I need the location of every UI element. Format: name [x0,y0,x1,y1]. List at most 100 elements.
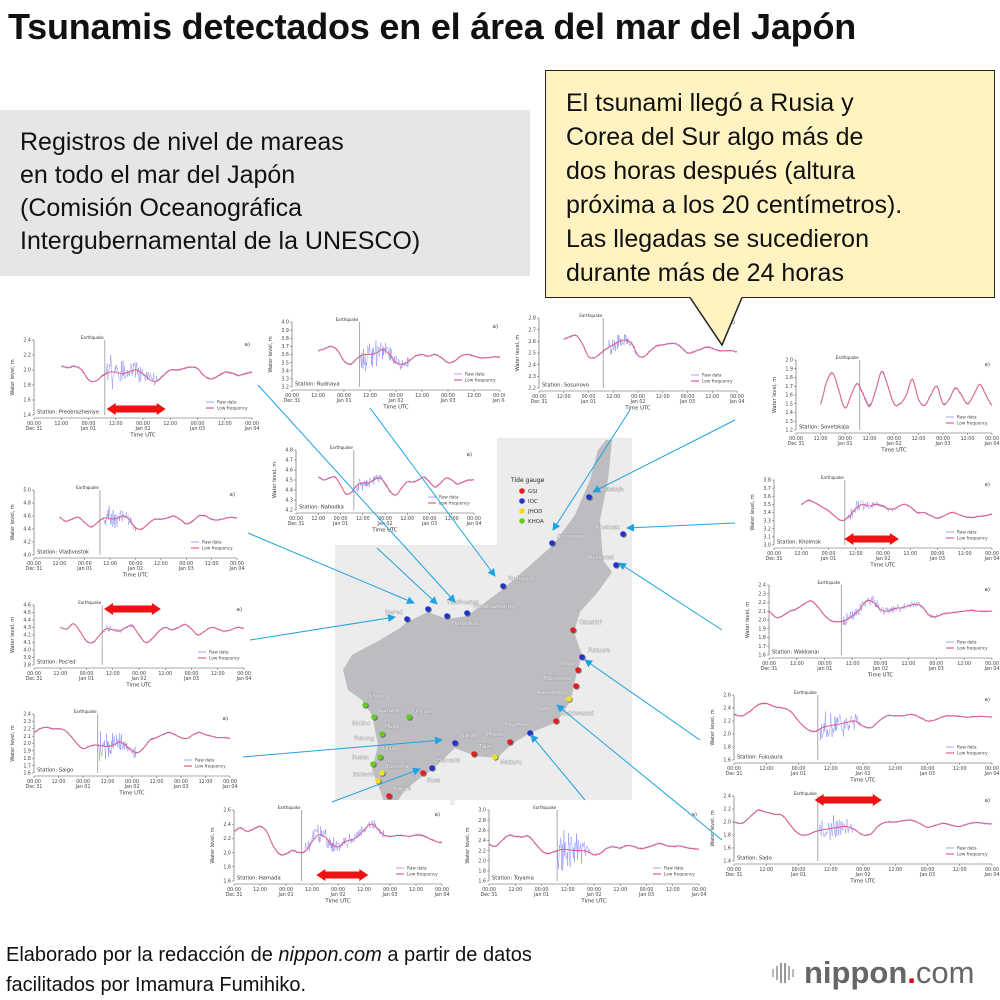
station-label: Ganwon [379,708,402,714]
panel-label: a) [984,482,990,488]
tide-chart: 3.8 3.9 4.0 4.1 4.2 4.3 4.4 4.5 4.6 00:00 Dec 31 12… [0,595,252,690]
x-tick-time: 00:00 [792,867,806,873]
legend-label: GSI [528,489,538,495]
low-frequency-series [801,499,993,522]
x-tick-time: 00:00 [640,887,654,893]
earthquake-label: Earthquake [278,805,301,810]
x-tick-date: Jan 04 [465,521,481,527]
x-tick-time: 12:00 [666,887,680,893]
y-tick-label: 3.5 [763,502,771,508]
tide-gauge-marker [566,696,573,703]
low-frequency-series [733,809,993,836]
tide-chart: 4.2 4.3 4.4 4.5 4.6 4.7 4.8 00:00 Dec 31 12:00 00:… [262,440,482,535]
x-tick-time: 00:00 [582,394,596,400]
x-tick-date: Jan 03 [421,521,437,527]
x-tick-date: Jan 02 [629,399,645,405]
logo-tld: com [915,955,975,990]
earthquake-label: Earthquake [836,355,859,360]
y-tick-label: 2.7 [528,327,536,333]
x-tick-date: Jan 04 [983,771,999,777]
y-axis-label: Water level, m [750,494,756,530]
x-tick-date: Dec 31 [481,892,498,898]
tide-chart: 1.6 1.8 2.0 2.2 2.4 2.6 00:00 Dec 31 12:00 00:00 J… [700,685,1000,785]
raw-data-series [33,725,231,761]
station-name: Station: Wakkanai [772,650,819,656]
x-tick-date: Dec 31 [788,441,805,447]
tide-gauge-marker [471,751,478,758]
y-tick-label: 1.6 [723,846,731,852]
x-tick-time: 12:00 [912,436,926,442]
y-axis-label: Water level, m [772,377,778,413]
station-label: Hamada [437,758,460,764]
legend-low-frequency: Low frequency [407,872,438,877]
y-tick-label: 2.6 [723,693,731,699]
source-description-box: Registros de nivel de mareas en todo el … [0,110,530,276]
y-tick-label: 2.1 [758,609,766,615]
station-label: Ulsan [383,746,399,752]
x-tick-time: 12:00 [103,561,117,567]
y-axis-label: Water level, m [268,336,274,372]
x-tick-time: 12:00 [106,671,120,677]
legend-raw: Raw data [957,846,977,851]
y-tick-label: 1.2 [785,428,793,434]
station-name: Station: Preobrazheniye [37,410,99,416]
x-tick-time: 00:00 [78,561,92,567]
panel-label: a) [729,320,735,326]
y-tick-label: 4.6 [23,514,31,520]
x-tick-time: 00:00 [929,661,943,667]
y-tick-label: 2.2 [223,836,231,842]
legend-raw: Raw data [195,758,215,763]
x-tick-date: Jan 04 [983,666,999,672]
legend-low-frequency: Low frequency [957,421,988,426]
tide-chart: 3.0 3.1 3.2 3.3 3.4 3.5 3.6 3.7 3.8 00:00 Dec 31 12… [740,470,1000,570]
y-tick-label: 4.4 [285,488,293,494]
earthquake-label: Earthquake [76,485,99,490]
x-tick-time: 00:00 [227,887,241,893]
x-tick-date: Jan 03 [928,666,944,672]
x-tick-time: 00:00 [985,867,999,873]
panel-label: a) [466,452,472,458]
station-label: Vladivostok [447,600,480,606]
x-tick-time: 00:00 [80,671,94,677]
station-label: Susa [427,778,440,784]
x-axis-label: Time UTC [849,879,875,885]
arrival-duration-arrow [104,603,161,615]
legend-raw: Raw data [202,540,222,545]
x-tick-time: 00:00 [76,779,90,785]
arrival-duration-arrow [844,533,899,545]
legend-low-frequency: Low frequency [217,406,248,411]
x-tick-time: 12:00 [759,867,773,873]
y-tick-label: 2.1 [23,734,31,740]
y-tick-label: 3.3 [281,377,289,383]
y-tick-label: 1.5 [785,401,793,407]
x-tick-date: Jan 01 [277,892,293,898]
y-tick-label: 2.6 [478,828,486,834]
legend-raw: Raw data [957,640,977,645]
y-tick-label: 2.8 [528,316,536,322]
legend-label: IOC [528,499,538,505]
y-tick-label: 1.6 [785,393,793,399]
x-tick-time: 12:00 [759,766,773,772]
legend-low-frequency: Low frequency [664,872,695,877]
station-name: Station: Hamada [237,876,281,882]
x-tick-date: Jan 02 [387,398,403,404]
source-line: (Comisión Oceanográfica [20,194,303,222]
station-label: Mikuni [487,732,505,738]
legend-marker [519,518,525,524]
station-name: Station: Toyama [492,876,534,882]
low-frequency-series [563,334,738,359]
x-tick-date: Jan 03 [439,398,455,404]
x-tick-time: 00:00 [762,661,776,667]
y-tick-label: 3.6 [763,494,771,500]
y-axis-label: Water level, m [10,359,16,395]
legend-raw: Raw data [439,495,459,500]
x-axis-label: Time UTC [382,405,408,411]
x-tick-date: Jan 01 [80,426,96,432]
station-label: Shocho [369,694,390,700]
y-tick-label: 2.4 [23,712,31,718]
x-tick-time: 12:00 [218,421,232,427]
low-frequency-series [33,726,231,754]
x-tick-time: 00:00 [245,421,259,427]
